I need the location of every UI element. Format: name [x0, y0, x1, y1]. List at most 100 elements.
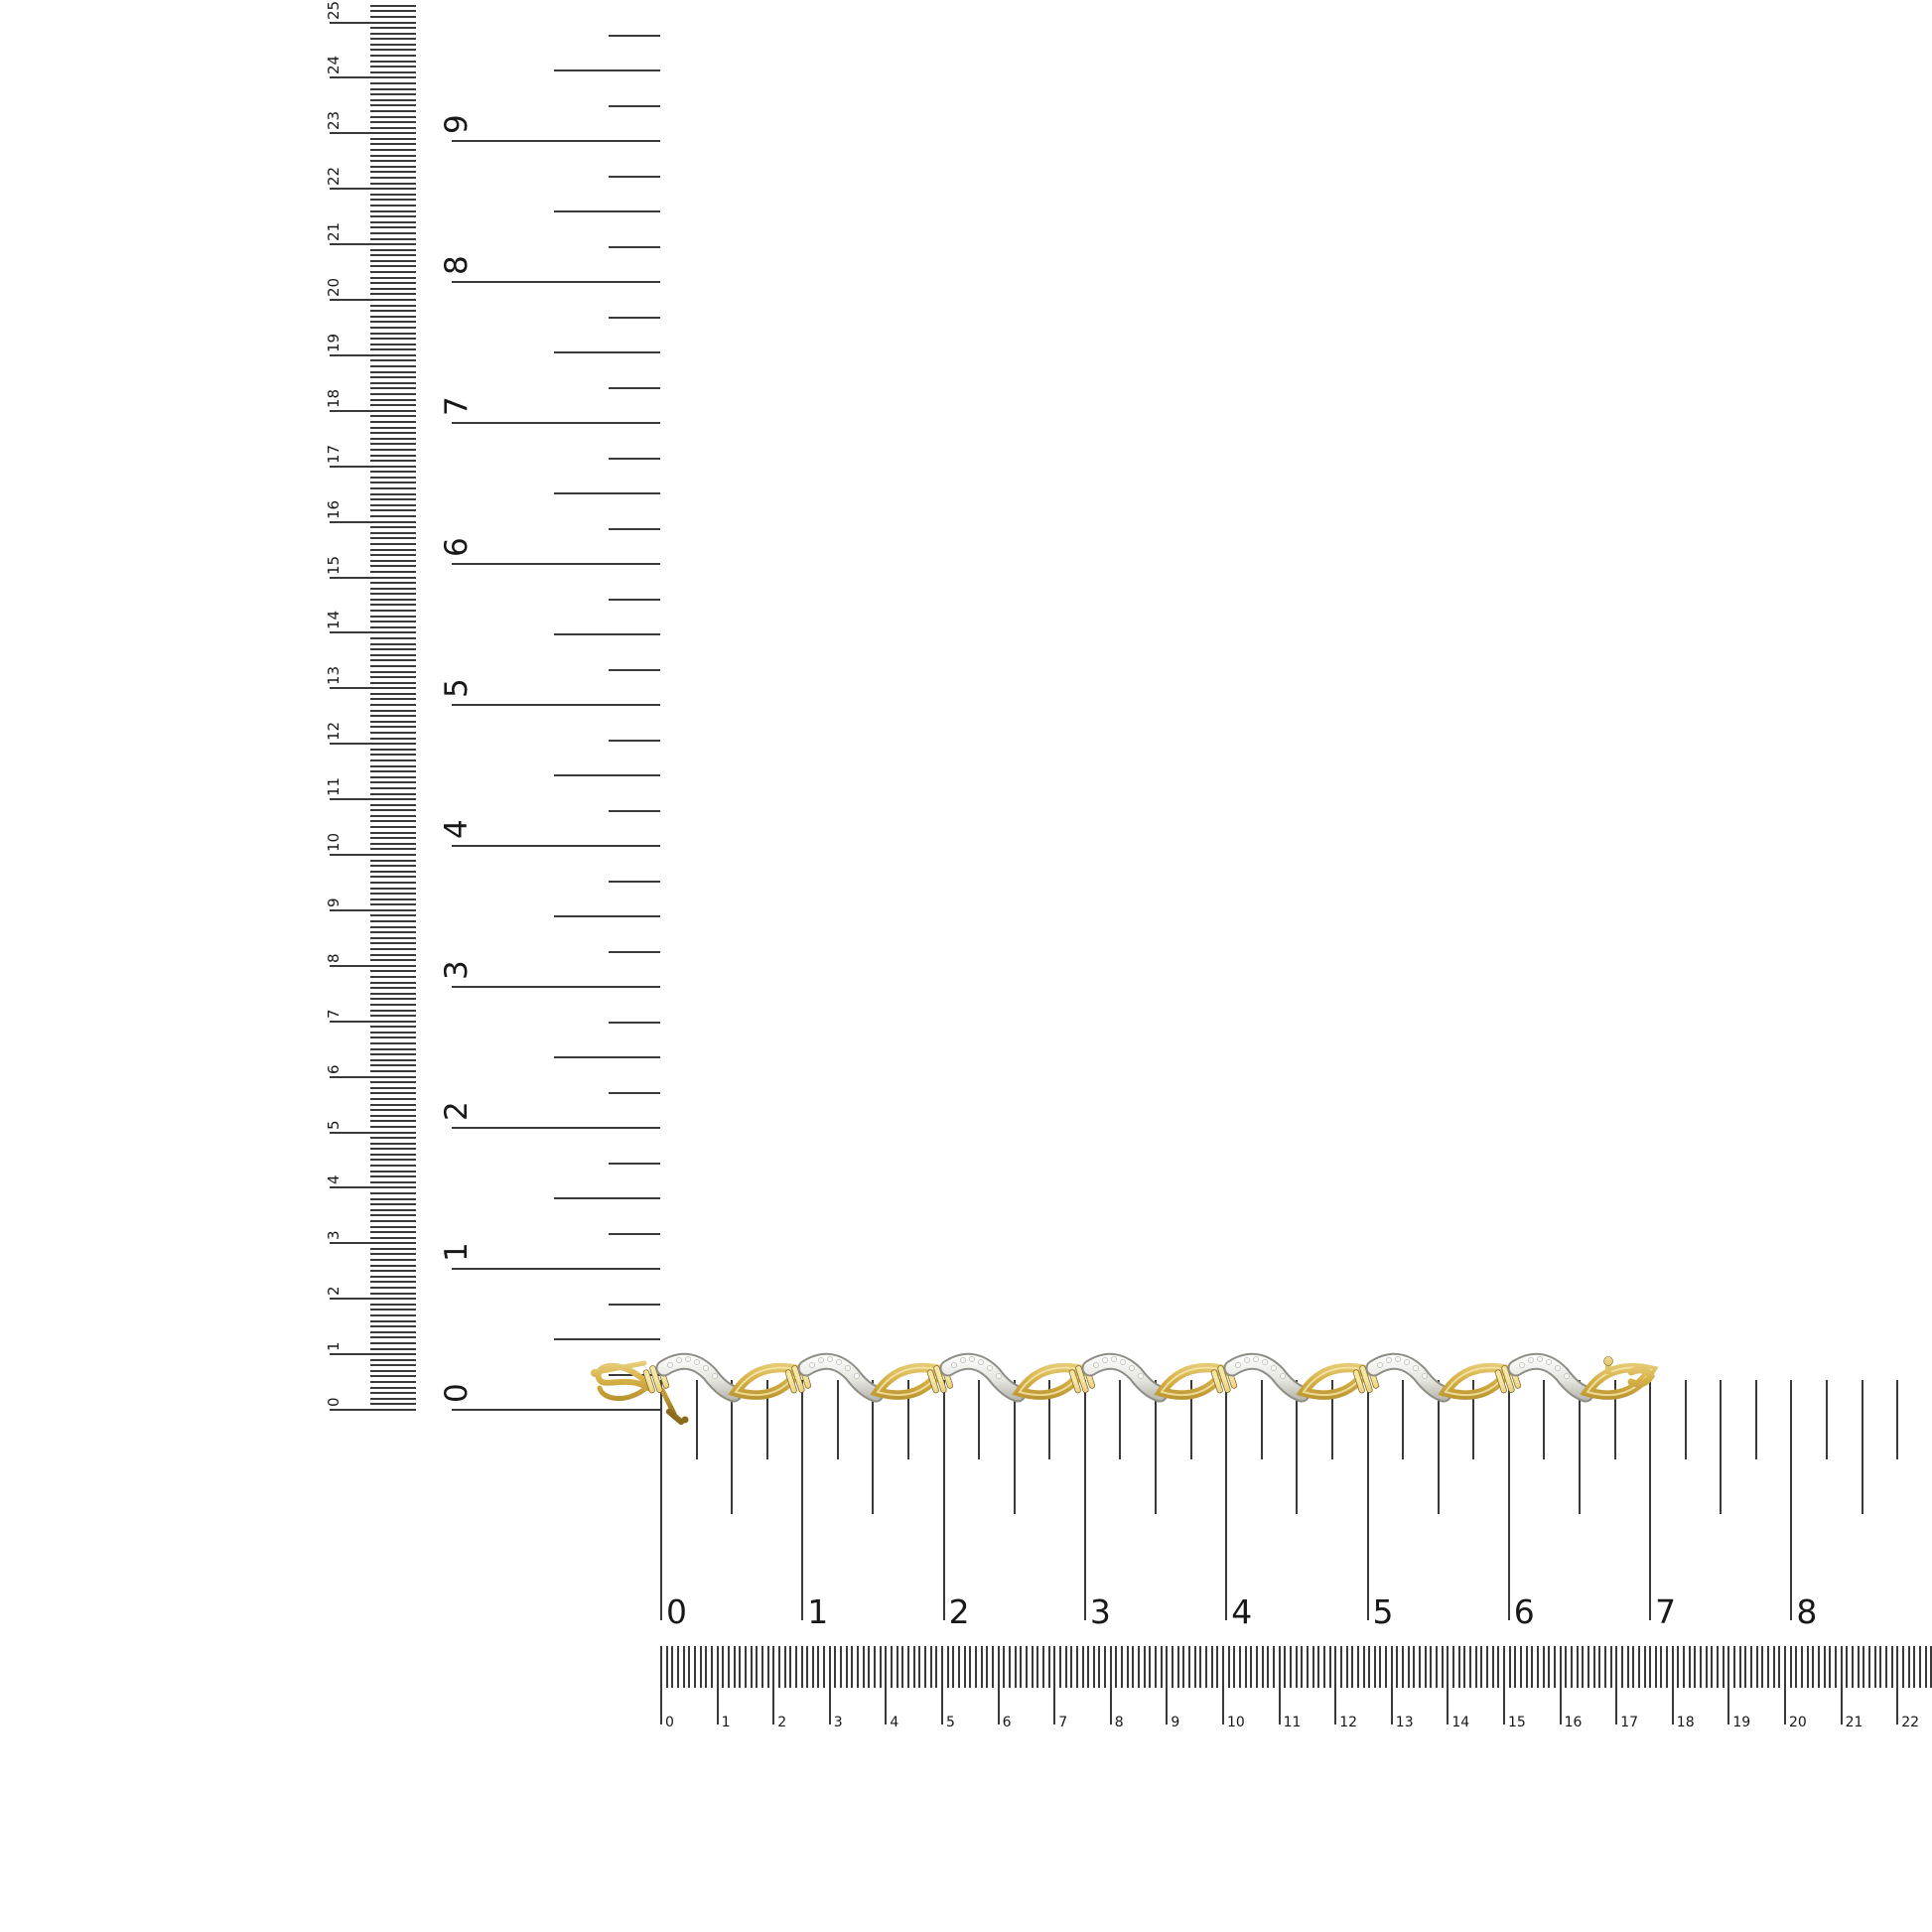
hcm-mm-tick	[1705, 1646, 1708, 1688]
vcm-mm-tick	[370, 715, 416, 718]
vcm-cm-tick	[330, 1409, 416, 1411]
hcm-mm-tick	[817, 1646, 820, 1688]
hcm-mm-tick	[1132, 1646, 1135, 1688]
hcm-mm-tick	[705, 1646, 708, 1688]
hcm-cm-tick	[997, 1646, 1000, 1725]
vcm-mm-tick	[370, 1264, 416, 1267]
hcm-mm-tick	[1025, 1646, 1028, 1688]
vcm-cm-tick	[330, 576, 416, 579]
vin-tick	[554, 69, 660, 71]
vcm-mm-tick	[370, 598, 416, 601]
hin-tick	[836, 1380, 839, 1459]
vin-tick	[452, 281, 660, 283]
vcm-mm-tick	[370, 659, 416, 662]
vcm-label-23: 23	[325, 111, 343, 131]
vcm-mm-tick	[370, 1253, 416, 1256]
hcm-mm-tick	[722, 1646, 725, 1688]
hcm-mm-tick	[1632, 1646, 1635, 1688]
hcm-mm-tick	[1497, 1646, 1500, 1688]
vcm-mm-tick	[370, 887, 416, 890]
vcm-mm-tick	[370, 1097, 416, 1100]
vcm-label-2: 2	[325, 1286, 343, 1297]
vcm-mm-tick	[370, 1120, 416, 1123]
vcm-mm-tick	[370, 149, 416, 152]
vcm-mm-tick	[370, 732, 416, 735]
vin-tick	[554, 774, 660, 776]
vcm-mm-tick	[370, 126, 416, 129]
hcm-mm-tick	[665, 1646, 668, 1688]
hcm-cm-tick	[885, 1646, 888, 1725]
hcm-mm-tick	[1031, 1646, 1034, 1688]
hcm-label-16: 16	[1564, 1715, 1583, 1730]
vin-label-7: 7	[439, 396, 475, 416]
hcm-mm-tick	[1519, 1646, 1522, 1688]
vcm-mm-tick	[370, 1159, 416, 1162]
hin-tick	[1402, 1380, 1405, 1459]
hcm-mm-tick	[840, 1646, 843, 1688]
vcm-mm-tick	[370, 443, 416, 446]
vcm-mm-tick	[370, 992, 416, 995]
vcm-cm-tick	[330, 854, 416, 856]
vcm-mm-tick	[370, 1197, 416, 1200]
vcm-mm-tick	[370, 1175, 416, 1178]
hcm-mm-tick	[1812, 1646, 1815, 1688]
hcm-mm-tick	[1205, 1646, 1208, 1688]
hcm-label-9: 9	[1171, 1715, 1180, 1730]
vcm-mm-tick	[370, 925, 416, 928]
hin-tick	[1472, 1380, 1475, 1459]
vcm-mm-tick	[370, 676, 416, 679]
vcm-mm-tick	[370, 786, 416, 789]
vin-tick	[554, 1338, 660, 1340]
vcm-mm-tick	[370, 1386, 416, 1389]
vcm-mm-tick	[370, 698, 416, 701]
vcm-mm-tick	[370, 670, 416, 673]
hcm-label-1: 1	[721, 1715, 731, 1730]
hcm-cm-tick	[772, 1646, 775, 1725]
hcm-mm-tick	[946, 1646, 949, 1688]
vcm-mm-tick	[370, 1392, 416, 1395]
vin-label-1: 1	[439, 1242, 475, 1262]
vcm-mm-tick	[370, 754, 416, 757]
vcm-mm-tick	[370, 393, 416, 396]
vcm-mm-tick	[370, 842, 416, 845]
vin-tick	[609, 950, 660, 953]
hcm-mm-tick	[1210, 1646, 1213, 1688]
hcm-mm-tick	[1654, 1646, 1657, 1688]
hcm-mm-tick	[845, 1646, 848, 1688]
hcm-mm-tick	[1806, 1646, 1809, 1688]
hcm-mm-tick	[760, 1646, 763, 1688]
hcm-mm-tick	[1373, 1646, 1376, 1688]
vcm-mm-tick	[370, 1031, 416, 1034]
hcm-mm-tick	[1711, 1646, 1714, 1688]
hcm-mm-tick	[1138, 1646, 1141, 1688]
hcm-mm-tick	[974, 1646, 977, 1688]
vcm-mm-tick	[370, 199, 416, 202]
vcm-mm-tick	[370, 259, 416, 262]
vcm-mm-tick	[370, 548, 416, 551]
hcm-mm-tick	[1463, 1646, 1466, 1688]
vin-tick	[609, 527, 660, 530]
vcm-label-1: 1	[325, 1341, 343, 1352]
vin-tick	[609, 34, 660, 37]
vin-tick	[609, 598, 660, 601]
vin-tick	[609, 1303, 660, 1306]
hcm-label-19: 19	[1732, 1715, 1751, 1730]
hcm-mm-tick	[1149, 1646, 1152, 1688]
hin-tick	[695, 1380, 698, 1459]
bracelet-safety-pin	[659, 1387, 689, 1426]
vcm-mm-tick	[370, 282, 416, 285]
vcm-mm-tick	[370, 310, 416, 313]
vcm-mm-tick	[370, 1292, 416, 1295]
vcm-mm-tick	[370, 237, 416, 240]
hcm-mm-tick	[1379, 1646, 1382, 1688]
vcm-mm-tick	[370, 1358, 416, 1361]
vcm-label-18: 18	[325, 388, 343, 408]
vcm-mm-tick	[370, 426, 416, 429]
hcm-mm-tick	[1104, 1646, 1107, 1688]
hcm-cm-tick	[941, 1646, 943, 1725]
hcm-mm-tick	[1744, 1646, 1747, 1688]
hcm-mm-tick	[1058, 1646, 1061, 1688]
vcm-mm-tick	[370, 404, 416, 407]
hin-tick	[1825, 1380, 1828, 1459]
vcm-label-24: 24	[325, 56, 343, 75]
